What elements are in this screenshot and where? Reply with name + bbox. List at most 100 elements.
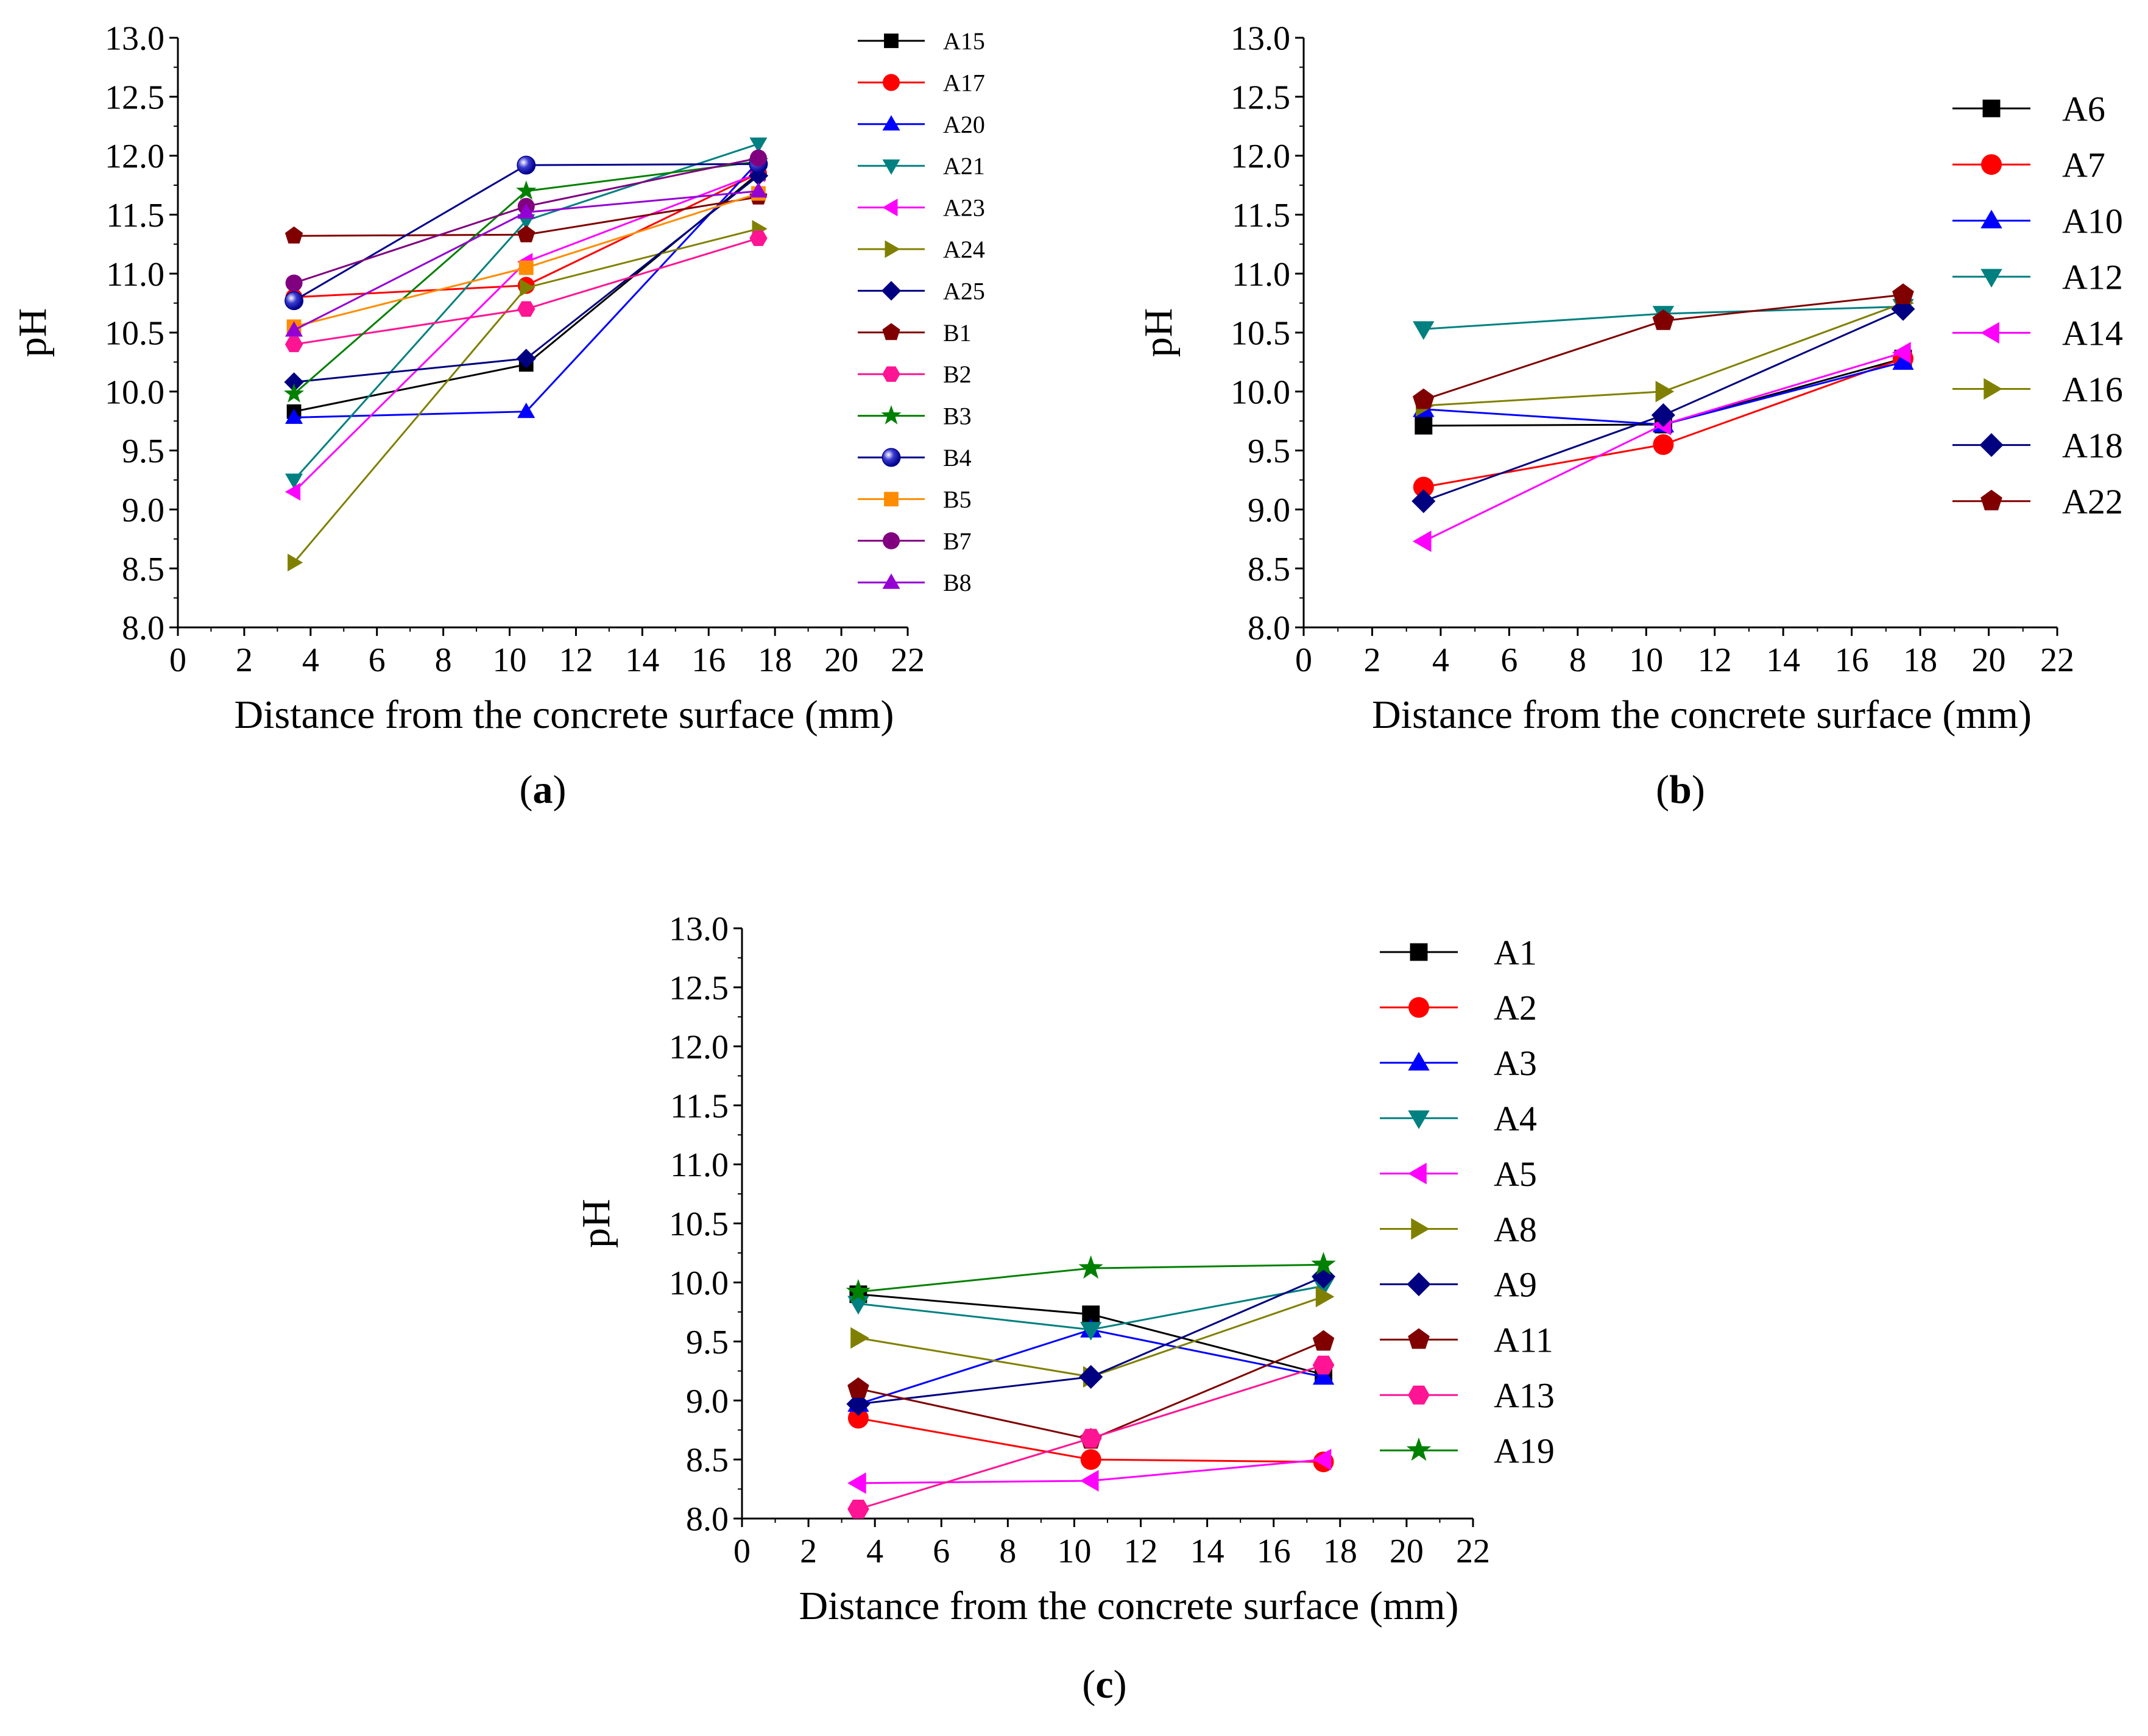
- legend-entry-B4: B4: [858, 444, 972, 471]
- x-tick-label: 0: [1295, 641, 1312, 679]
- y-tick-label: 11.5: [106, 197, 164, 235]
- legend-label: A19: [1494, 1431, 1555, 1470]
- legend-entry-B7: B7: [858, 528, 972, 555]
- legend: A1 A2 A3 A4 A5 A8 A9 A11 A13 A19: [1380, 933, 1555, 1470]
- data-point-A20: [285, 408, 303, 424]
- y-tick-label: 8.0: [686, 1501, 729, 1539]
- legend-entry-A19: A19: [1380, 1431, 1555, 1470]
- legend-label: B8: [943, 569, 972, 596]
- legend-entry-A11: A11: [1380, 1321, 1553, 1360]
- data-point-A24: [288, 554, 303, 572]
- x-tick-label: 20: [824, 641, 858, 679]
- x-tick-label: 8: [1569, 641, 1586, 679]
- legend-entry-A9: A9: [1380, 1265, 1537, 1305]
- legend-label: A18: [2062, 426, 2123, 465]
- x-tick-label: 12: [1698, 641, 1732, 679]
- x-tick-label: 14: [1766, 641, 1800, 679]
- y-tick-label: 9.5: [1248, 432, 1290, 470]
- y-tick-label: 13.0: [1231, 20, 1290, 58]
- y-tick-label: 10.0: [1231, 373, 1290, 411]
- y-tick-label: 8.0: [122, 610, 164, 647]
- legend-entry-A15: A15: [858, 27, 985, 55]
- data-point-A14: [1412, 531, 1432, 552]
- y-tick-label: 12.0: [669, 1028, 729, 1066]
- series-A18: [1411, 297, 1915, 513]
- legend-entry-A1: A1: [1380, 933, 1537, 972]
- legend-marker: [1410, 943, 1428, 961]
- data-point-A18: [1411, 489, 1436, 513]
- panel-c: 8.0 8.5 9.0 9.5 10.0 10.5 11.0 11.5 12.0 12.5 13.0…: [574, 911, 1555, 1707]
- data-point-A19: [846, 1279, 871, 1303]
- legend-marker: [1981, 154, 2002, 175]
- x-tick-label: 12: [559, 641, 593, 679]
- data-point-B3: [283, 383, 305, 403]
- panel-a: 8.0 8.5 9.0 9.5 10.0 10.5 11.0 11.5 12.0 12.5 13.0…: [10, 20, 985, 812]
- data-point-A22: [1892, 283, 1914, 305]
- legend-label: A17: [943, 69, 985, 96]
- y-tick-label: 10.0: [105, 373, 164, 411]
- data-point-B1: [517, 225, 535, 242]
- y-tick-label: 9.5: [686, 1324, 729, 1361]
- legend-label: A8: [1494, 1210, 1537, 1249]
- x-tick-label: 22: [1456, 1533, 1490, 1570]
- data-point-A5: [847, 1472, 866, 1494]
- legend-marker: [881, 405, 902, 425]
- data-point-B3: [516, 180, 537, 200]
- legend-label: B2: [943, 361, 972, 388]
- panel-label-b: (b): [1656, 767, 1705, 812]
- x-tick-label: 14: [1190, 1533, 1224, 1570]
- data-point-A19: [1078, 1255, 1103, 1279]
- legend-label: A9: [1494, 1265, 1537, 1305]
- data-point-B2: [517, 301, 535, 317]
- y-axis-title: pH: [574, 1199, 618, 1248]
- series-A13: [847, 1355, 1335, 1519]
- legend-label: B3: [943, 403, 972, 430]
- legend-marker: [882, 115, 900, 131]
- y-tick-label: 12.0: [105, 138, 164, 175]
- data-point-B7: [749, 149, 767, 167]
- x-tick-label: 6: [933, 1533, 950, 1570]
- legend-label: A4: [1494, 1099, 1537, 1138]
- x-tick-label: 16: [1257, 1533, 1291, 1570]
- x-tick-label: 18: [1323, 1533, 1357, 1570]
- legend-label: A21: [943, 152, 985, 180]
- data-point-A24: [520, 278, 535, 297]
- legend-label: A10: [2062, 202, 2123, 241]
- legend-entry-A6: A6: [1952, 89, 2105, 129]
- x-axis-title: Distance from the concrete surface (mm): [799, 1584, 1459, 1628]
- data-point-B4: [517, 155, 536, 175]
- legend-label: A24: [943, 236, 985, 263]
- legend-label: B5: [943, 485, 972, 513]
- legend-label: A25: [943, 277, 985, 305]
- data-point-A23: [284, 482, 301, 501]
- x-tick-label: 4: [302, 641, 319, 679]
- legend-entry-A23: A23: [858, 194, 985, 222]
- x-tick-label: 6: [369, 641, 386, 679]
- data-point-A13: [1312, 1355, 1335, 1375]
- data-point-B8: [517, 203, 535, 219]
- data-point-A14: [1892, 342, 1911, 364]
- y-tick-label: 9.0: [686, 1383, 729, 1420]
- data-point-B8: [285, 321, 303, 337]
- x-tick-label: 20: [1390, 1533, 1424, 1570]
- data-point-A22: [1413, 388, 1435, 409]
- data-point-A3: [1312, 1366, 1335, 1385]
- legend-label: A7: [2062, 145, 2105, 185]
- data-point-A18: [1651, 403, 1675, 428]
- data-point-A9: [846, 1392, 871, 1416]
- x-tick-label: 8: [435, 641, 452, 679]
- legend-marker: [1408, 1110, 1430, 1129]
- y-tick-label: 11.5: [670, 1087, 729, 1125]
- legend-marker: [1980, 490, 2002, 510]
- y-tick-label: 11.5: [1232, 197, 1290, 235]
- legend-marker: [885, 240, 900, 258]
- y-tick-label: 8.5: [686, 1442, 729, 1480]
- legend-marker: [881, 281, 902, 301]
- panel-label-c: (c): [1082, 1662, 1126, 1707]
- legend-entry-A25: A25: [858, 277, 985, 305]
- data-point-B1: [284, 226, 303, 244]
- data-point-B2: [284, 336, 303, 353]
- data-point-A11: [1312, 1330, 1335, 1351]
- data-point-B7: [285, 274, 303, 292]
